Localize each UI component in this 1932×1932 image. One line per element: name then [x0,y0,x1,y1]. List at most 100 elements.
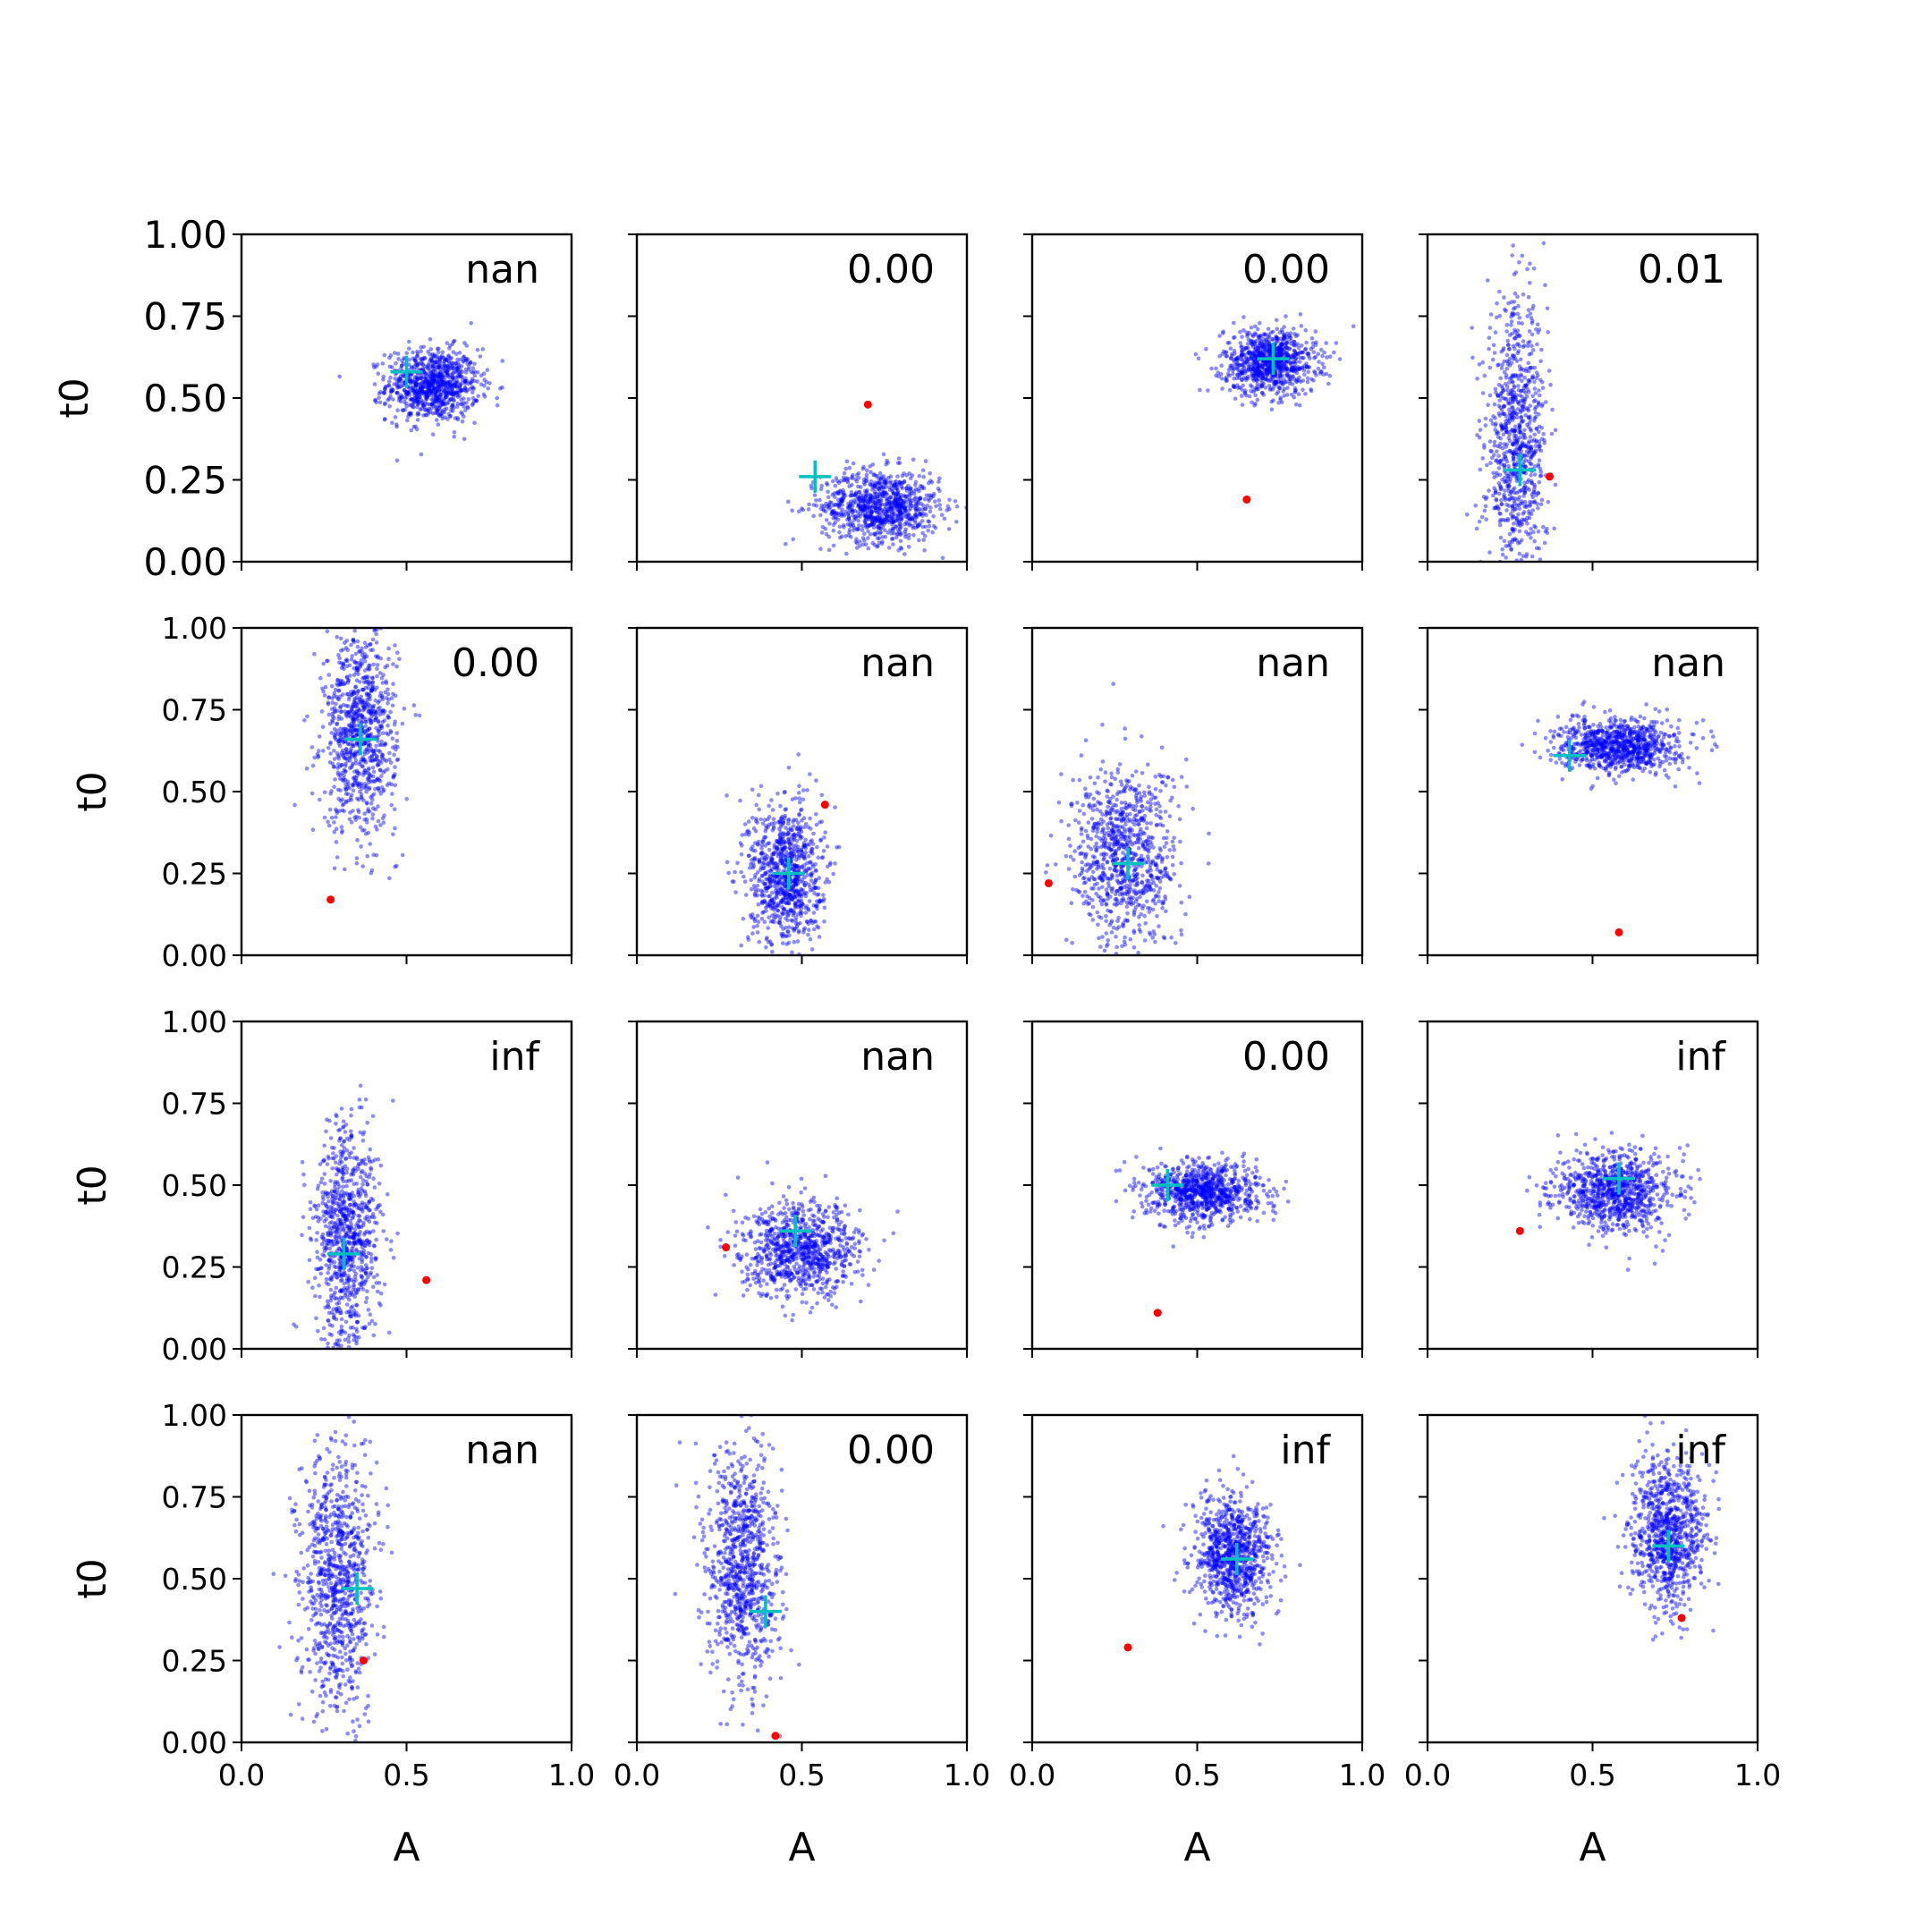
sample-point [767,877,773,882]
sample-point [335,683,341,688]
sample-point [423,412,428,418]
sample-point [778,840,783,844]
sample-point [825,504,830,509]
sample-point [1497,413,1502,418]
sample-point [1511,451,1516,456]
sample-point [1251,352,1257,358]
sample-point [364,789,369,794]
sample-point [1280,347,1284,352]
sample-point [782,879,787,884]
sample-point [330,707,335,711]
sample-point [315,751,320,757]
sample-point [342,666,346,672]
sample-point [381,708,386,713]
sample-point [1510,380,1515,385]
sample-point [1253,350,1258,354]
sample-point [1517,424,1522,429]
sample-point [875,525,879,530]
sample-point [937,488,942,494]
sample-point [438,392,444,397]
sample-point [761,910,766,914]
sample-point [902,494,907,499]
sample-point [1502,359,1506,364]
sample-point [395,408,400,413]
sample-point [393,864,397,869]
sample-point [412,393,417,397]
sample-point [1523,383,1529,388]
sample-point [396,357,401,361]
sample-point [470,385,474,390]
sample-point [1510,504,1515,508]
sample-point [362,675,368,680]
sample-point [1284,393,1290,397]
sample-point [1511,451,1516,456]
sample-point [933,499,937,504]
sample-point [762,857,767,862]
sample-point [829,511,835,516]
sample-point [431,373,436,378]
sample-point [1278,365,1283,369]
sample-point [1512,311,1517,317]
sample-point [767,822,772,827]
sample-point [1511,528,1515,532]
sample-point [1282,325,1286,329]
sample-point [429,364,435,369]
sample-point [360,708,366,713]
sample-point [1477,362,1482,367]
sample-point [862,504,868,510]
sample-point [1278,375,1283,380]
sample-point [1513,394,1517,399]
sample-point [767,877,773,882]
sample-point [425,394,430,400]
sample-point [783,893,788,898]
sample-point [913,496,919,500]
sample-point [1515,622,1520,626]
sample-point [326,702,331,707]
sample-point [848,493,852,498]
sample-point [838,489,843,495]
sample-point [394,424,399,429]
sample-point [884,516,888,521]
sample-point [359,844,363,849]
sample-point [1515,570,1520,574]
sample-point [390,365,394,369]
sample-point [1508,543,1513,547]
sample-point [1295,352,1301,357]
sample-point [344,674,350,679]
sample-point [355,769,360,775]
sample-point [863,521,869,526]
sample-point [1265,340,1270,344]
sample-point [433,382,438,386]
sample-point [1255,349,1259,353]
sample-point [1306,369,1310,375]
sample-point [1513,501,1517,505]
sample-point [1538,474,1543,479]
sample-point [448,386,453,390]
sample-point [1520,419,1524,425]
sample-point [1512,464,1517,469]
sample-point [842,470,847,476]
sample-point [897,479,902,485]
sample-point [1510,392,1515,397]
sample-point [902,504,908,509]
sample-point [1485,462,1489,468]
sample-point [1493,416,1497,420]
sample-point [846,505,851,511]
sample-point [365,697,369,702]
sample-point [428,391,434,395]
sample-point [500,385,504,390]
sample-point [1259,363,1264,369]
sample-point [751,864,757,869]
sample-point [415,402,420,407]
sample-point [849,490,854,495]
sample-point [1282,334,1287,339]
sample-point [1504,421,1508,427]
sample-point [1511,394,1515,399]
sample-point [863,505,869,510]
sample-point [361,773,366,777]
sample-point [1269,375,1274,380]
sample-point [759,873,765,878]
sample-point [1263,332,1267,337]
sample-point [812,919,817,924]
sample-point [323,685,328,690]
